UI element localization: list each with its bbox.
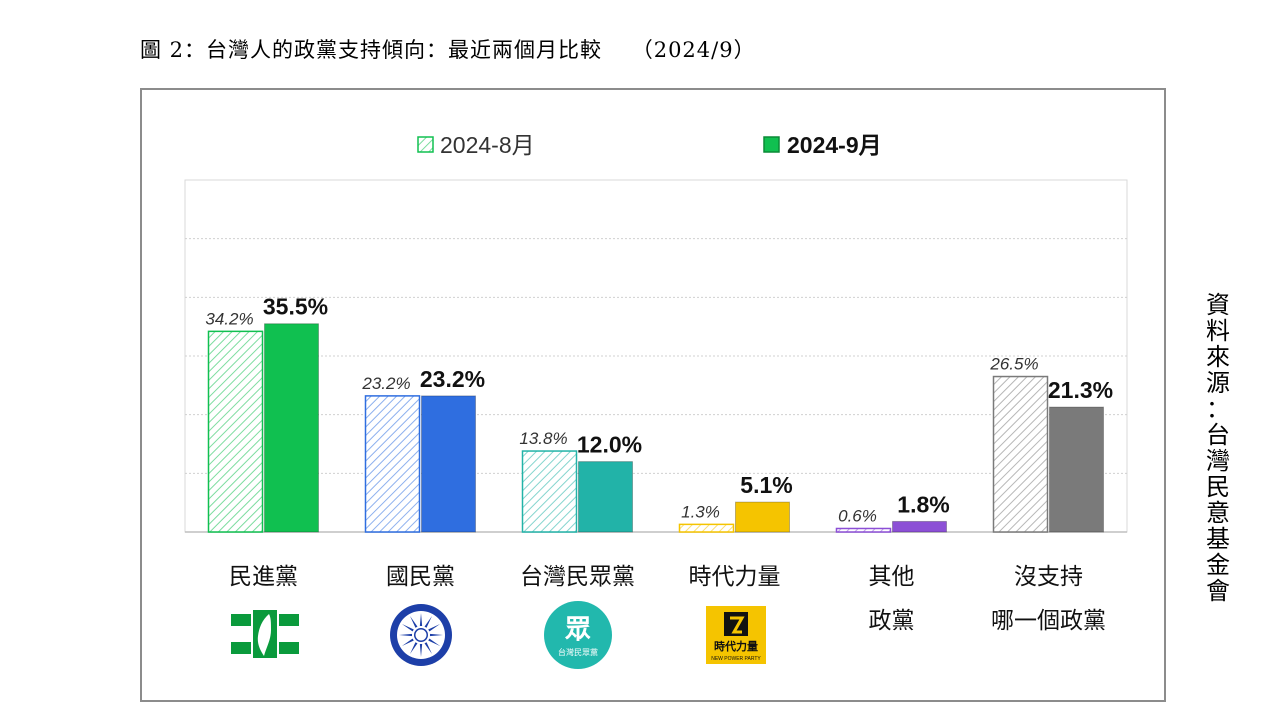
npp-logo-text: 時代力量 bbox=[714, 639, 758, 653]
legend-swatch-sep bbox=[763, 136, 780, 153]
source-char: ： bbox=[1206, 395, 1230, 423]
data-label-aug: 0.6% bbox=[838, 506, 877, 525]
source-char: 民 bbox=[1206, 473, 1230, 501]
bar-aug bbox=[835, 527, 892, 533]
legend-label-sep: 2024-9月 bbox=[787, 132, 882, 158]
source-note: 資料來源：台灣民意基金會 bbox=[1200, 292, 1236, 604]
data-label-sep: 1.8% bbox=[897, 491, 949, 517]
source-char: 資 bbox=[1206, 291, 1230, 319]
data-label-aug: 1.3% bbox=[681, 502, 720, 521]
source-char: 料 bbox=[1206, 317, 1230, 345]
data-label-sep: 21.3% bbox=[1048, 377, 1113, 403]
data-label-aug: 13.8% bbox=[519, 429, 567, 448]
data-label-sep: 5.1% bbox=[740, 472, 792, 498]
bar-sep bbox=[421, 395, 476, 533]
source-char: 基 bbox=[1206, 525, 1230, 553]
npp-logo-icon: 時代力量 NEW POWER PARTY bbox=[706, 606, 766, 664]
source-char: 源 bbox=[1206, 369, 1230, 397]
bar-aug bbox=[992, 375, 1049, 533]
dpp-logo-icon bbox=[231, 610, 299, 658]
bar-sep bbox=[264, 323, 319, 533]
source-char: 灣 bbox=[1206, 447, 1230, 475]
bar-aug bbox=[207, 330, 264, 533]
category-label: 哪一個政黨 bbox=[991, 607, 1106, 633]
chart-frame: 2024-8月 2024-9月 34.2% 35.5% 民進黨 23.2% 23.2% 國民黨… bbox=[140, 88, 1166, 702]
bar-aug bbox=[678, 523, 735, 533]
category-label: 政黨 bbox=[869, 607, 915, 633]
category-label: 其他 bbox=[869, 563, 915, 589]
tpp-logo-sub: 台灣民眾黨 bbox=[558, 647, 598, 657]
source-char: 台 bbox=[1206, 421, 1230, 449]
figure-title: 圖 2：台灣人的政黨支持傾向：最近兩個月比較 （2024/9） bbox=[140, 38, 756, 62]
category-label: 台灣民眾黨 bbox=[520, 563, 635, 589]
legend-swatch-aug bbox=[417, 136, 434, 153]
npp-logo-sub: NEW POWER PARTY bbox=[711, 656, 761, 662]
kmt-logo-icon bbox=[389, 603, 453, 667]
category-label: 民進黨 bbox=[229, 563, 298, 589]
data-label-sep: 35.5% bbox=[263, 294, 328, 320]
bar-sep bbox=[735, 501, 790, 533]
source-char: 意 bbox=[1206, 499, 1230, 527]
source-char: 來 bbox=[1206, 343, 1230, 371]
bar-sep bbox=[578, 461, 633, 533]
category-label: 沒支持 bbox=[1014, 563, 1083, 589]
bar-aug bbox=[364, 395, 421, 533]
category-label: 國民黨 bbox=[386, 563, 455, 589]
data-label-sep: 12.0% bbox=[577, 432, 642, 458]
data-label-aug: 34.2% bbox=[205, 309, 253, 328]
bar-sep bbox=[892, 520, 947, 533]
tpp-logo-text: 眾 bbox=[564, 614, 591, 644]
data-label-sep: 23.2% bbox=[420, 366, 485, 392]
legend-label-aug: 2024-8月 bbox=[440, 132, 535, 158]
tpp-logo-icon: 眾 台灣民眾黨 bbox=[543, 600, 613, 670]
bar-sep bbox=[1049, 406, 1104, 533]
bar-aug bbox=[521, 450, 578, 533]
source-char: 金 bbox=[1206, 551, 1230, 579]
category-label: 時代力量 bbox=[689, 563, 781, 589]
data-label-aug: 26.5% bbox=[989, 355, 1038, 374]
data-label-aug: 23.2% bbox=[361, 374, 410, 393]
bar-chart: 2024-8月 2024-9月 34.2% 35.5% 民進黨 23.2% 23.2% 國民黨… bbox=[184, 132, 1128, 633]
source-char: 會 bbox=[1206, 577, 1230, 605]
